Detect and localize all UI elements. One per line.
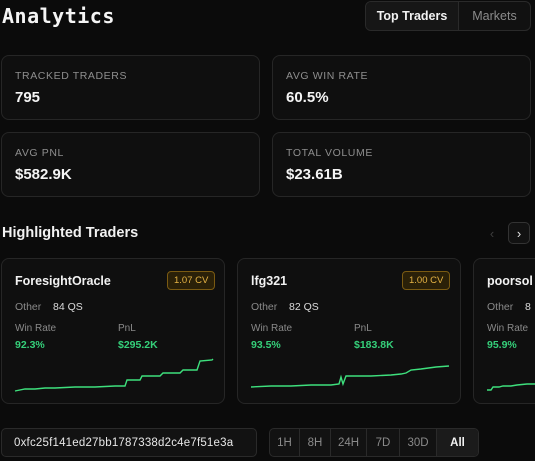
stat-card-avg-win-rate: AVG WIN RATE 60.5%: [272, 55, 531, 120]
wallet-address-input[interactable]: 0xfc25f141ed27bb1787338d2c4e7f51e3a: [1, 428, 257, 457]
pnl-sparkline: [487, 383, 535, 391]
stat-card-total-volume: TOTAL VOLUME $23.61B: [272, 132, 531, 197]
trader-card[interactable]: lfg321 1.00 CV Other 82 QS Win Rate 93.5…: [237, 258, 461, 404]
tab-markets[interactable]: Markets: [472, 9, 517, 23]
section-title-highlighted-traders: Highlighted Traders: [2, 225, 139, 241]
win-rate-label: Win Rate: [251, 323, 293, 334]
time-range-selector: 1H 8H 24H 7D 30D All: [269, 428, 479, 457]
pnl-value: $183.8K: [354, 339, 394, 351]
page-title: Analytics: [2, 4, 115, 28]
quality-score: 82 QS: [289, 301, 319, 313]
quality-score: 8: [525, 301, 531, 313]
win-rate-value: 95.9%: [487, 339, 517, 351]
header: Analytics Top Traders Markets: [0, 0, 535, 40]
view-tabs: Top Traders Markets: [365, 1, 531, 31]
stat-value: 795: [15, 89, 41, 106]
tab-top-traders[interactable]: Top Traders: [366, 2, 459, 30]
range-1h-button[interactable]: 1H: [270, 429, 300, 456]
pnl-label: PnL: [354, 323, 372, 334]
stat-label: AVG PNL: [15, 147, 64, 159]
pnl-sparkline: [250, 365, 450, 388]
win-rate-label: Win Rate: [487, 323, 529, 334]
chevron-right-icon: ›: [516, 225, 522, 241]
trader-category: Other: [487, 301, 514, 313]
win-rate-value: 93.5%: [251, 339, 281, 351]
stat-card-tracked-traders: TRACKED TRADERS 795: [1, 55, 260, 120]
pnl-value: $295.2K: [118, 339, 158, 351]
range-8h-button[interactable]: 8H: [300, 429, 331, 456]
cv-badge: 1.07 CV: [167, 271, 216, 290]
range-30d-button[interactable]: 30D: [400, 429, 437, 456]
carousel-prev-button[interactable]: ‹: [481, 222, 503, 244]
pnl-sparkline: [14, 358, 214, 392]
range-all-button[interactable]: All: [437, 429, 478, 456]
trader-card[interactable]: ForesightOracle 1.07 CV Other 84 QS Win …: [1, 258, 225, 404]
pnl-label: PnL: [118, 323, 136, 334]
cv-badge: 1.00 CV: [402, 271, 451, 290]
trader-name[interactable]: lfg321: [251, 274, 288, 288]
trader-card[interactable]: poorsol Other 8 Win Rate 95.9%: [473, 258, 535, 404]
trader-category: Other: [251, 301, 278, 313]
win-rate-label: Win Rate: [15, 323, 57, 334]
stat-card-avg-pnl: AVG PNL $582.9K: [1, 132, 260, 197]
quality-score: 84 QS: [53, 301, 83, 313]
range-24h-button[interactable]: 24H: [331, 429, 367, 456]
stat-value: $23.61B: [286, 166, 343, 183]
win-rate-value: 92.3%: [15, 339, 45, 351]
stat-label: TOTAL VOLUME: [286, 147, 373, 159]
trader-name[interactable]: poorsol: [487, 274, 533, 288]
trader-name[interactable]: ForesightOracle: [15, 274, 111, 288]
range-7d-button[interactable]: 7D: [367, 429, 400, 456]
chevron-left-icon: ‹: [489, 225, 495, 241]
stat-value: $582.9K: [15, 166, 72, 183]
stat-value: 60.5%: [286, 89, 329, 106]
trader-category: Other: [15, 301, 42, 313]
stat-label: TRACKED TRADERS: [15, 70, 128, 82]
wallet-address-text: 0xfc25f141ed27bb1787338d2c4e7f51e3a: [14, 437, 234, 449]
stat-label: AVG WIN RATE: [286, 70, 369, 82]
carousel-next-button[interactable]: ›: [508, 222, 530, 244]
